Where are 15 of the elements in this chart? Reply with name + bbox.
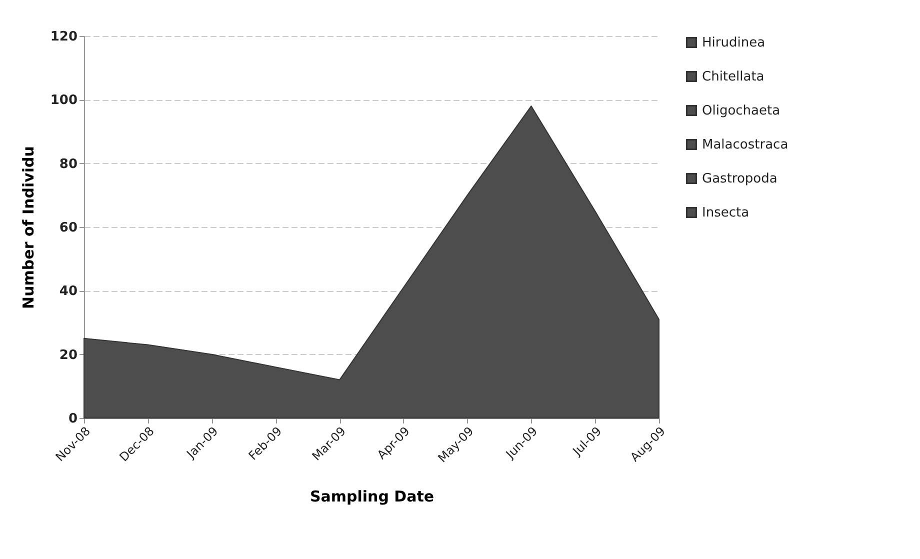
legend-label: Hirudinea bbox=[702, 36, 766, 50]
y-tick-label: 80 bbox=[59, 156, 78, 172]
legend-label: Malacostraca bbox=[702, 138, 788, 152]
y-tick-label: 120 bbox=[50, 30, 78, 44]
legend-label: Gastropoda bbox=[702, 172, 778, 186]
x-axis-title: Sampling Date bbox=[310, 488, 434, 506]
y-axis-title: Number of Individu bbox=[19, 146, 38, 309]
y-tick-label: 60 bbox=[59, 220, 78, 236]
legend-label: Insecta bbox=[702, 206, 750, 220]
legend-label: Chitellata bbox=[702, 70, 764, 84]
y-tick-label: 0 bbox=[68, 412, 78, 426]
y-tick-label: 100 bbox=[50, 93, 78, 108]
legend-label: Oligochaeta bbox=[702, 104, 780, 118]
y-tick-label: 40 bbox=[59, 284, 78, 300]
y-tick-label: 20 bbox=[59, 348, 78, 363]
